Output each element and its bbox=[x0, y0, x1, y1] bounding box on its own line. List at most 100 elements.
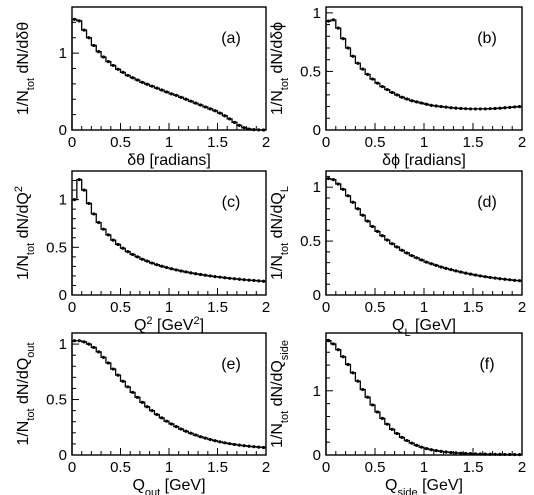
data-point bbox=[208, 274, 212, 278]
data-point bbox=[131, 252, 135, 257]
x-tick-label: 2 bbox=[518, 134, 526, 151]
y-tick-label: 0.5 bbox=[300, 233, 321, 250]
data-point bbox=[82, 188, 86, 192]
y-tick-label: 1 bbox=[59, 336, 67, 353]
data-point bbox=[126, 385, 130, 389]
x-tick-label: 2 bbox=[518, 299, 526, 316]
data-point bbox=[135, 255, 140, 259]
x-tick-label: 2 bbox=[262, 459, 270, 476]
panel-label: (e) bbox=[221, 356, 241, 373]
data-point bbox=[346, 362, 350, 367]
x-axis-label: δϕ [radians] bbox=[382, 152, 466, 169]
data-point bbox=[444, 450, 448, 454]
data-point bbox=[121, 379, 125, 383]
plot-panel: 0 0.5 1 1.5 2 0 1 (f) Qside [GeV] 1/Ntot dN/dQsid… bbox=[269, 332, 526, 495]
data-point bbox=[232, 442, 237, 447]
data-point bbox=[464, 107, 468, 111]
data-point bbox=[203, 273, 207, 277]
y-axis-label: 1/Ntot dN/dQL bbox=[269, 186, 291, 280]
y-axis-label: 1/Ntot dN/dδθ bbox=[15, 22, 37, 115]
data-point bbox=[410, 441, 414, 445]
data-point bbox=[503, 452, 507, 457]
y-tick-label: 1 bbox=[59, 45, 67, 62]
data-point bbox=[459, 106, 463, 111]
data-point bbox=[405, 97, 409, 101]
data-point bbox=[336, 26, 340, 30]
plot-panel: 0 0.5 1 1.5 2 0 0.5 1 (d) QL [GeV] 1/Ntot dN/dQL bbox=[269, 170, 526, 339]
data-point bbox=[449, 450, 453, 455]
data-point bbox=[424, 260, 429, 264]
data-point bbox=[395, 93, 399, 97]
x-tick-label: 2 bbox=[262, 134, 270, 151]
data-point bbox=[101, 227, 106, 231]
x-tick-label: 1.5 bbox=[207, 459, 228, 476]
data-point bbox=[405, 251, 409, 255]
data-point bbox=[419, 258, 424, 262]
data-point bbox=[380, 234, 384, 238]
panel-label: (a) bbox=[221, 30, 241, 47]
data-point bbox=[116, 242, 120, 247]
data-point bbox=[468, 272, 473, 276]
data-point bbox=[169, 92, 174, 96]
y-tick-label: 0 bbox=[59, 287, 67, 304]
x-tick-label: 0.5 bbox=[365, 459, 386, 476]
data-point bbox=[508, 105, 512, 109]
x-axis-label: δθ [radians] bbox=[127, 152, 211, 169]
data-point bbox=[198, 435, 203, 439]
y-tick-label: 0.5 bbox=[300, 63, 321, 80]
data-point bbox=[503, 277, 507, 281]
data-point bbox=[385, 238, 389, 242]
panel-label: (b) bbox=[477, 30, 497, 47]
x-tick-label: 1 bbox=[420, 134, 428, 151]
x-tick-label: 0.5 bbox=[365, 134, 386, 151]
x-tick-label: 1.5 bbox=[463, 459, 484, 476]
data-point bbox=[478, 452, 482, 456]
data-point bbox=[237, 123, 241, 127]
data-point bbox=[483, 452, 487, 456]
data-point bbox=[106, 233, 110, 237]
data-point bbox=[164, 419, 169, 423]
data-point bbox=[106, 361, 110, 365]
panel-label: (d) bbox=[477, 194, 497, 211]
data-point bbox=[77, 19, 81, 23]
data-point bbox=[77, 177, 81, 182]
data-point bbox=[257, 128, 261, 132]
x-tick-label: 1 bbox=[165, 134, 173, 151]
data-point bbox=[419, 101, 424, 105]
data-point bbox=[184, 270, 188, 274]
data-point bbox=[232, 120, 237, 124]
x-tick-label: 0.5 bbox=[365, 299, 386, 316]
data-point bbox=[326, 19, 331, 23]
data-point bbox=[203, 105, 207, 109]
data-point bbox=[434, 263, 438, 267]
data-point bbox=[449, 106, 453, 110]
data-point bbox=[155, 263, 159, 267]
plot-frame bbox=[325, 332, 523, 456]
data-point bbox=[228, 442, 232, 446]
data-point bbox=[145, 405, 149, 409]
data-point bbox=[116, 373, 120, 377]
data-point bbox=[87, 36, 91, 40]
data-point bbox=[242, 444, 246, 448]
y-axis-label: 1/Ntot dN/dQside bbox=[269, 340, 291, 448]
data-point bbox=[213, 109, 217, 113]
data-point bbox=[261, 279, 266, 283]
panel-label: (c) bbox=[222, 194, 241, 211]
x-tick-label: 1.5 bbox=[463, 299, 484, 316]
data-point bbox=[257, 279, 261, 283]
data-point bbox=[385, 422, 389, 426]
data-point bbox=[184, 429, 188, 433]
data-point bbox=[429, 262, 433, 266]
data-point bbox=[400, 248, 404, 252]
data-point bbox=[336, 348, 340, 352]
plot-frame bbox=[325, 6, 523, 131]
data-point bbox=[444, 266, 448, 270]
data-point bbox=[380, 85, 384, 89]
data-point bbox=[174, 93, 178, 98]
data-point bbox=[179, 269, 183, 273]
y-tick-label: 1 bbox=[313, 179, 321, 196]
data-point bbox=[454, 451, 458, 455]
data-point bbox=[145, 82, 149, 86]
data-point bbox=[174, 425, 178, 429]
panel-label: (f) bbox=[479, 356, 494, 373]
